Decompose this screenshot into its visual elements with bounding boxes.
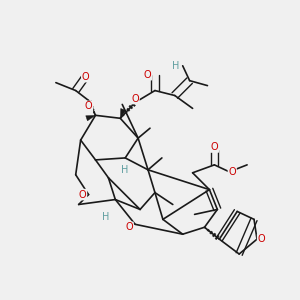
Polygon shape	[212, 233, 216, 237]
Text: O: O	[228, 167, 236, 177]
Text: O: O	[211, 142, 218, 152]
Polygon shape	[127, 108, 130, 112]
Text: O: O	[125, 222, 133, 232]
Polygon shape	[209, 231, 213, 234]
Polygon shape	[120, 109, 126, 118]
Text: O: O	[131, 94, 139, 103]
Text: O: O	[79, 190, 86, 200]
Text: O: O	[258, 234, 265, 244]
Text: H: H	[102, 212, 109, 222]
Polygon shape	[131, 102, 136, 107]
Polygon shape	[207, 229, 209, 232]
Text: H: H	[172, 61, 179, 71]
Polygon shape	[87, 101, 92, 104]
Text: O: O	[85, 101, 92, 111]
Polygon shape	[86, 115, 95, 121]
Polygon shape	[204, 227, 206, 229]
Polygon shape	[90, 106, 94, 109]
Text: O: O	[82, 72, 89, 82]
Text: O: O	[144, 70, 151, 80]
Polygon shape	[94, 114, 96, 116]
Polygon shape	[124, 111, 127, 114]
Polygon shape	[92, 109, 94, 111]
Polygon shape	[88, 103, 93, 106]
Polygon shape	[215, 235, 219, 240]
Polygon shape	[129, 105, 133, 109]
Polygon shape	[120, 117, 122, 118]
Text: H: H	[121, 165, 128, 175]
Polygon shape	[93, 111, 95, 113]
Polygon shape	[122, 114, 124, 116]
